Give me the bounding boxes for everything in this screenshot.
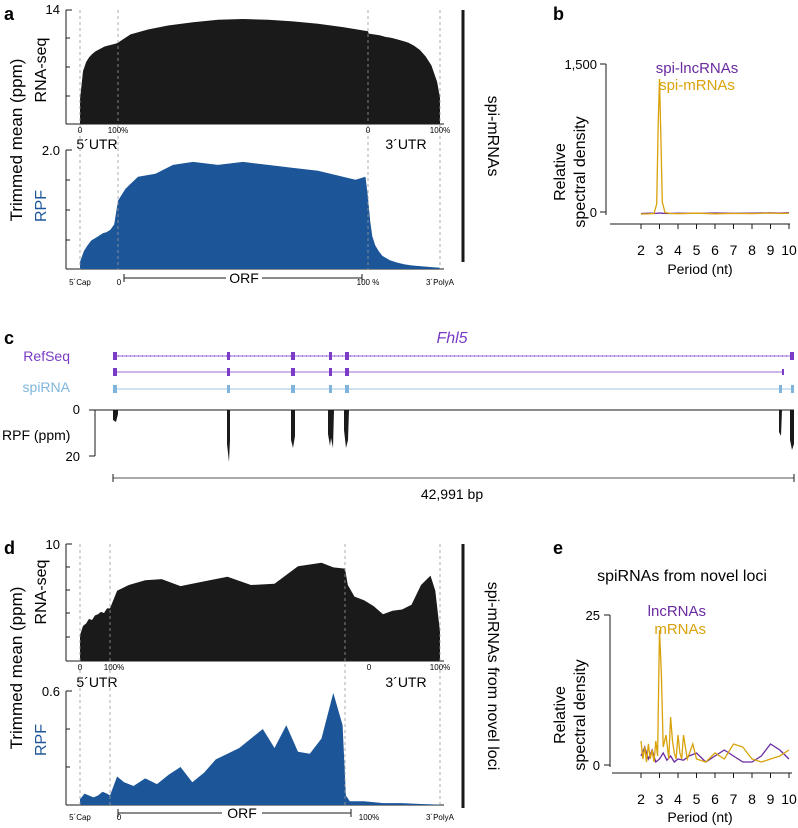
spirna-track	[113, 385, 794, 393]
panel-d-rpf-area	[80, 692, 440, 805]
panel-b-xlabel: Period (nt)	[667, 261, 732, 277]
panel-e: spiRNAs from novel loci lncRNAs mRNAs Re…	[552, 568, 797, 825]
refseq-track-2	[113, 368, 784, 376]
panel-e-xlabel: Period (nt)	[667, 809, 732, 825]
panel-d-utr3-label: 3´UTR	[385, 674, 426, 690]
panel-d-ylabel: Trimmed mean (ppm)	[7, 587, 26, 750]
tick-100: 100 %	[357, 278, 380, 287]
x-tick-label: 2	[637, 791, 645, 807]
panel-e-legend-mrna: mRNAs	[654, 621, 706, 638]
x-tick-label: 5	[693, 791, 701, 807]
x-tick-label: 6	[711, 791, 719, 807]
panel-label-b: b	[553, 4, 564, 24]
panel-d-orf-label: ORF	[227, 805, 257, 821]
panel-a-rnaseq-ymax: 14	[46, 2, 60, 17]
panel-a-polya-label: 3´PolyA	[426, 278, 455, 287]
panel-a-ylabel: Trimmed mean (ppm)	[7, 59, 26, 222]
panel-c-gene-name: Fhl5	[436, 330, 467, 347]
tick-100: 100%	[104, 663, 124, 672]
panel-c: Fhl5 RefSeq spiRNA	[2, 330, 795, 502]
x-tick-label: 2	[637, 242, 645, 258]
panel-a-utr5-label: 5´UTR	[76, 136, 117, 152]
panel-d-rpf-label: RPF	[33, 724, 50, 756]
panel-a-side-label: spi-mRNAs	[484, 96, 501, 177]
x-tick-label: 10	[781, 242, 797, 258]
panel-e-ytick-0: 0	[593, 758, 600, 773]
panel-b-legend-mrna: spi-mRNAs	[659, 77, 735, 94]
panel-b-x-ticks: 2 3 4 5 6 7 8 9 10	[637, 224, 797, 258]
panel-e-ytick-max: 25	[586, 608, 600, 623]
panel-d-rpf-ymax: 0.6	[42, 684, 60, 699]
x-tick-label: 3	[656, 791, 664, 807]
panel-c-y20: 20	[66, 449, 80, 464]
panel-e-ylabel-line1: Relative	[552, 686, 569, 744]
x-tick-label: 4	[674, 791, 682, 807]
x-tick-label: 10	[781, 791, 797, 807]
panel-d-cap-label: 5´Cap	[69, 813, 91, 822]
panel-b-series-mrna	[640, 78, 790, 215]
panel-d-utr5-label: 5´UTR	[76, 674, 117, 690]
panel-c-refseq-label: RefSeq	[23, 348, 70, 364]
refseq-track-1	[113, 352, 794, 360]
tick-0: 0	[78, 663, 83, 672]
x-tick-label: 8	[748, 791, 756, 807]
panel-c-length: 42,991 bp	[421, 486, 483, 502]
panel-e-series-lnc	[640, 743, 790, 764]
x-tick-label: 9	[767, 791, 775, 807]
tick-100: 100%	[359, 813, 379, 822]
panel-d-side-label: spi-mRNAs from novel loci	[484, 582, 501, 770]
panel-a-orf-label: ORF	[229, 270, 259, 286]
panel-d-polya-label: 3´PolyA	[426, 813, 455, 822]
panel-b-ylabel-line2: spectral density	[572, 116, 589, 227]
panel-b-ytick-max: 1,500	[564, 57, 597, 72]
panel-a-rpf-ymax: 2.0	[42, 143, 60, 158]
panel-e-ylabel-line2: spectral density	[572, 659, 589, 770]
panel-d-rnaseq-area	[80, 562, 440, 661]
panel-c-spirna-label: spiRNA	[23, 379, 71, 395]
panel-d: Trimmed mean (ppm) RNA-seq RPF 10 0 100%…	[7, 537, 501, 822]
panel-a-rpf-area	[80, 161, 440, 269]
x-tick-label: 5	[693, 242, 701, 258]
panel-label-c: c	[4, 328, 14, 348]
x-tick-label: 8	[748, 242, 756, 258]
panel-b: spi-lncRNAs spi-mRNAs Relative spectral …	[552, 57, 797, 277]
tick-0: 0	[117, 278, 122, 287]
tick-0: 0	[117, 813, 122, 822]
panel-e-title: spiRNAs from novel loci	[597, 568, 767, 585]
panel-label-e: e	[553, 538, 563, 558]
x-tick-label: 7	[730, 242, 738, 258]
x-tick-label: 4	[674, 242, 682, 258]
tick-100: 100%	[430, 663, 450, 672]
panel-e-x-ticks: 2 3 4 5 6 7 8 9 10	[637, 773, 797, 807]
panel-c-rpf-label: RPF (ppm)	[2, 427, 70, 443]
x-tick-label: 6	[711, 242, 719, 258]
panel-b-ytick-0: 0	[590, 205, 597, 220]
panel-a-rpf-label: RPF	[33, 190, 50, 222]
panel-c-y0: 0	[73, 402, 80, 417]
panel-a-rnaseq-area	[80, 19, 440, 124]
panel-b-legend-lnc: spi-lncRNAs	[656, 60, 739, 77]
panel-e-series-mrna	[640, 629, 790, 763]
tick-0: 0	[367, 663, 372, 672]
panel-a-rnaseq-label: RNA-seq	[33, 38, 50, 103]
panel-e-legend-lnc: lncRNAs	[648, 603, 706, 620]
panel-b-ylabel-line1: Relative	[552, 143, 569, 201]
x-tick-label: 7	[730, 791, 738, 807]
panel-label-d: d	[4, 538, 15, 558]
panel-a-utr3-label: 3´UTR	[385, 136, 426, 152]
panel-a: Trimmed mean (ppm) RNA-seq RPF 14 0 100%…	[7, 2, 501, 287]
x-tick-label: 9	[767, 242, 775, 258]
panel-a-cap-label: 5´Cap	[69, 278, 91, 287]
panel-c-coverage	[113, 410, 794, 462]
panel-d-rnaseq-label: RNA-seq	[33, 560, 50, 625]
panel-label-a: a	[4, 4, 15, 24]
x-tick-label: 3	[656, 242, 664, 258]
panel-d-rnaseq-ymax: 10	[46, 537, 60, 552]
